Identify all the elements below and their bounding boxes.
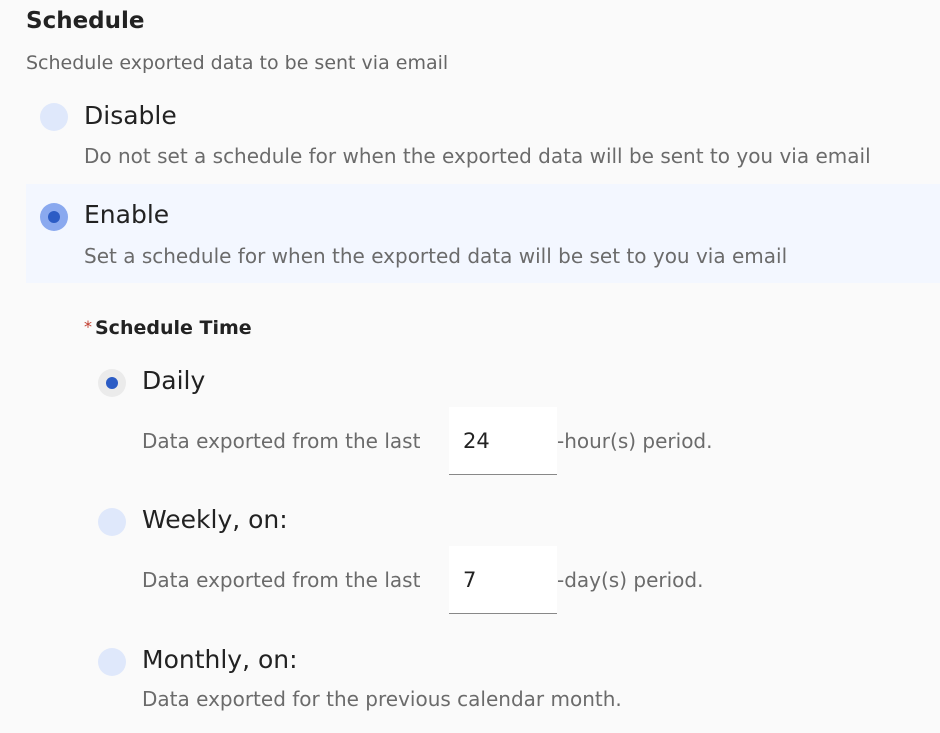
section-subtitle: Schedule exported data to be sent via em…: [26, 52, 449, 74]
weekly-days-input[interactable]: [449, 546, 557, 614]
daily-suffix: -hour(s) period.: [557, 429, 713, 453]
daily-radio[interactable]: [98, 369, 126, 397]
enable-label[interactable]: Enable: [84, 200, 170, 229]
disable-description: Do not set a schedule for when the expor…: [84, 144, 871, 168]
monthly-radio[interactable]: [98, 648, 126, 676]
required-mark: *: [84, 317, 92, 336]
monthly-label[interactable]: Monthly, on:: [142, 645, 298, 674]
weekly-label[interactable]: Weekly, on:: [142, 505, 288, 534]
schedule-time-text: Schedule Time: [95, 317, 252, 339]
daily-hours-input[interactable]: [449, 407, 557, 475]
schedule-time-label: * Schedule Time: [84, 317, 252, 339]
disable-radio[interactable]: [40, 103, 68, 131]
disable-label[interactable]: Disable: [84, 101, 177, 130]
monthly-description: Data exported for the previous calendar …: [142, 687, 622, 711]
enable-description: Set a schedule for when the exported dat…: [84, 244, 788, 268]
section-title: Schedule: [26, 8, 145, 34]
enable-option-highlight: [26, 184, 940, 283]
daily-prefix: Data exported from the last: [142, 429, 421, 453]
weekly-radio[interactable]: [98, 508, 126, 536]
enable-radio[interactable]: [40, 203, 68, 231]
weekly-prefix: Data exported from the last: [142, 568, 421, 592]
weekly-suffix: -day(s) period.: [557, 568, 704, 592]
daily-label[interactable]: Daily: [142, 366, 206, 395]
